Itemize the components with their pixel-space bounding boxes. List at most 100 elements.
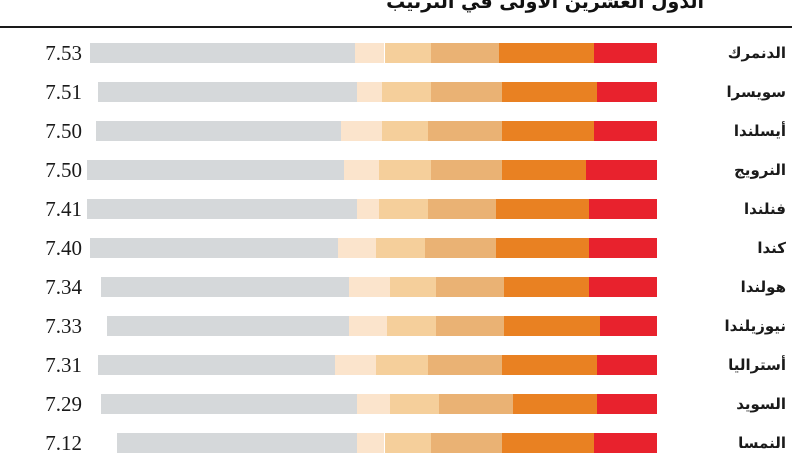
title-divider [0, 26, 792, 28]
bar-segment [496, 238, 589, 258]
stacked-bar [117, 433, 657, 453]
bar-segment [594, 433, 657, 453]
bar-segment [439, 394, 513, 414]
bar-segment [389, 277, 437, 297]
bar-segment [430, 433, 502, 453]
bar-segment [357, 394, 390, 414]
bar-chart: 7.53 الدنمرك 7.51 سويسرا 7.50 أيسلندا 7.50 النر… [0, 40, 792, 455]
bar-segment [384, 43, 431, 63]
score-label: 7.40 [45, 236, 82, 260]
chart-title: الدول العشرين الأولى في الترتيب [386, 0, 704, 13]
stacked-bar [98, 82, 657, 102]
bar-segment [428, 355, 502, 375]
bar-segment [428, 199, 497, 219]
bar-segment [357, 199, 380, 219]
bar-segment [95, 121, 341, 141]
bar-segment [387, 316, 437, 336]
bar-segment [597, 82, 657, 102]
country-label: سويسرا [726, 83, 786, 101]
bar-segment [381, 82, 431, 102]
bar-row: 7.50 النرويج [0, 157, 792, 183]
bar-segment [117, 433, 358, 453]
bar-row: 7.34 هولندا [0, 274, 792, 300]
bar-segment [98, 355, 336, 375]
bar-segment [87, 199, 358, 219]
bar-segment [496, 199, 589, 219]
bar-segment [376, 355, 429, 375]
bar-row: 7.50 أيسلندا [0, 118, 792, 144]
bar-row: 7.33 نيوزيلندا [0, 313, 792, 339]
bar-segment [338, 238, 377, 258]
bar-segment [87, 160, 344, 180]
bar-row: 7.40 كندا [0, 235, 792, 261]
score-label: 7.33 [45, 314, 82, 338]
bar-segment [376, 238, 426, 258]
bar-segment [335, 355, 377, 375]
bar-segment [504, 316, 600, 336]
score-label: 7.34 [45, 275, 82, 299]
country-label: كندا [757, 239, 786, 257]
bar-row: 7.31 أستراليا [0, 352, 792, 378]
score-label: 7.51 [45, 80, 82, 104]
stacked-bar [95, 121, 657, 141]
bar-segment [428, 121, 502, 141]
bar-segment [501, 121, 595, 141]
score-label: 7.12 [45, 431, 82, 455]
bar-segment [597, 394, 657, 414]
bar-segment [98, 82, 358, 102]
bar-segment [343, 160, 380, 180]
bar-segment [384, 433, 431, 453]
bar-segment [379, 199, 429, 219]
bar-segment [588, 238, 657, 258]
bar-segment [381, 121, 429, 141]
stacked-bar [98, 355, 657, 375]
bar-segment [340, 121, 382, 141]
country-label: النرويج [734, 161, 786, 179]
bar-segment [349, 316, 388, 336]
bar-segment [501, 433, 595, 453]
bar-segment [436, 316, 505, 336]
bar-segment [101, 394, 358, 414]
bar-segment [354, 43, 385, 63]
country-label: النمسا [738, 434, 786, 452]
bar-segment [501, 160, 587, 180]
stacked-bar [101, 277, 657, 297]
stacked-bar [90, 43, 657, 63]
score-label: 7.29 [45, 392, 82, 416]
bar-segment [90, 43, 355, 63]
score-label: 7.31 [45, 353, 82, 377]
bar-segment [588, 199, 657, 219]
bar-segment [599, 316, 657, 336]
bar-segment [504, 277, 589, 297]
bar-row: 7.12 النمسا [0, 430, 792, 456]
bar-segment [498, 43, 595, 63]
bar-segment [90, 238, 339, 258]
bar-segment [357, 82, 382, 102]
bar-segment [501, 355, 598, 375]
bar-segment [389, 394, 439, 414]
stacked-bar [101, 394, 657, 414]
bar-segment [594, 121, 657, 141]
country-label: فنلندا [744, 200, 786, 218]
country-label: نيوزيلندا [724, 317, 786, 335]
bar-segment [425, 238, 497, 258]
stacked-bar [106, 316, 657, 336]
bar-segment [430, 43, 499, 63]
bar-segment [430, 160, 502, 180]
bar-segment [501, 82, 598, 102]
bar-row: 7.53 الدنمرك [0, 40, 792, 66]
country-label: الدنمرك [727, 44, 786, 62]
country-label: أستراليا [728, 356, 786, 374]
bar-segment [594, 43, 657, 63]
bar-segment [588, 277, 657, 297]
bar-segment [436, 277, 505, 297]
bar-segment [512, 394, 598, 414]
score-label: 7.50 [45, 158, 82, 182]
score-label: 7.53 [45, 41, 82, 65]
stacked-bar [90, 238, 657, 258]
bar-segment [379, 160, 431, 180]
bar-segment [101, 277, 350, 297]
stacked-bar [87, 160, 657, 180]
bar-segment [586, 160, 657, 180]
bar-segment [349, 277, 390, 297]
